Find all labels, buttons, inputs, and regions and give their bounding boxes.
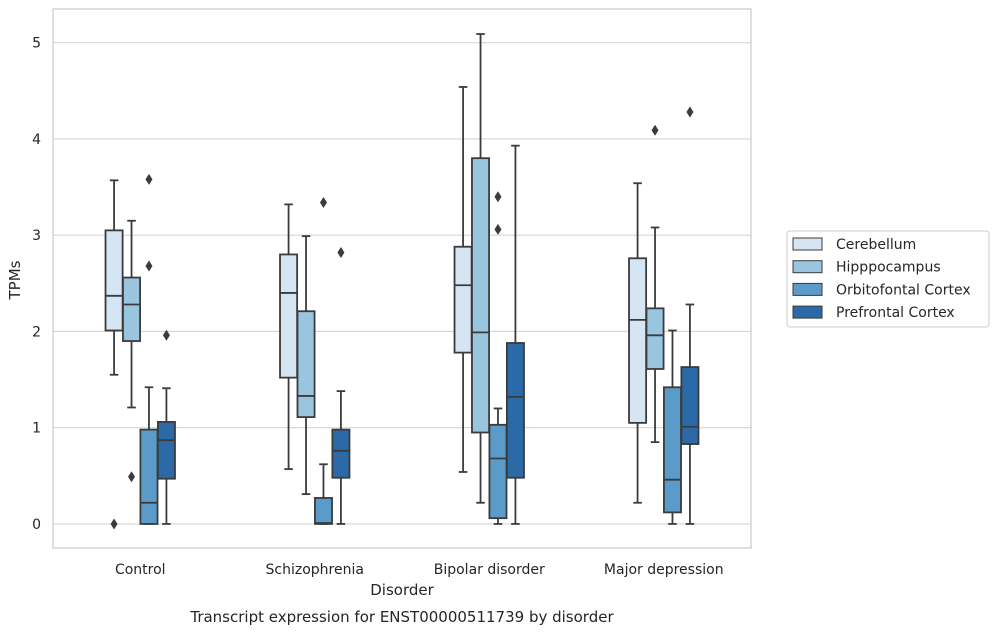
x-tick-labels: Control Schizophrenia Bipolar disorder Majo…	[115, 562, 724, 578]
y-tick-labels: 0 1 2 3 4 5	[32, 36, 41, 533]
box	[488, 191, 508, 525]
chart-caption: Transcript expression for ENST0000051173…	[189, 608, 614, 626]
outlier-point	[494, 223, 502, 235]
series-prefrontal-cortex	[156, 106, 700, 525]
legend-swatch	[792, 282, 823, 296]
iqr-box	[104, 229, 124, 332]
iqr-box	[663, 386, 682, 514]
iqr-box	[156, 421, 176, 480]
iqr-box	[645, 307, 665, 370]
legend-label: Hipppocampus	[836, 260, 941, 276]
legend-frame	[786, 230, 990, 328]
outlier-point	[651, 124, 659, 136]
legend-swatch	[792, 237, 823, 251]
box	[680, 106, 700, 525]
x-tick-label: Bipolar disorder	[434, 562, 545, 578]
outlier-point	[337, 247, 345, 259]
box	[331, 247, 351, 525]
iqr-box	[139, 428, 159, 525]
legend: Cerebellum Hipppocampus Orbitofontal Corte…	[786, 230, 990, 328]
y-tick-label: 5	[32, 36, 41, 52]
x-tick-label: Control	[115, 562, 166, 578]
box	[645, 124, 665, 444]
outlier-point	[145, 173, 153, 185]
box	[314, 196, 333, 525]
legend-swatch	[792, 305, 823, 319]
outlier-point	[162, 329, 170, 341]
y-axis-label: TPMs	[6, 260, 24, 300]
y-tick-label: 2	[32, 324, 41, 340]
legend-swatch	[792, 260, 823, 274]
x-tick-label: Schizophrenia	[266, 562, 364, 578]
box	[628, 182, 648, 504]
y-tick-label: 1	[32, 421, 41, 437]
legend-label: Prefrontal Cortex	[836, 305, 955, 321]
iqr-box	[331, 428, 351, 479]
legend-label: Cerebellum	[836, 237, 916, 253]
legend-label: Orbitofontal Cortex	[836, 282, 971, 298]
box	[453, 86, 473, 473]
series-cerebellum	[104, 86, 648, 530]
plot-frame	[52, 8, 752, 549]
outlier-point	[110, 518, 118, 530]
series-orbitofontal-cortex	[139, 173, 682, 525]
x-axis-label: Disorder	[370, 581, 434, 599]
box	[139, 173, 159, 525]
iqr-box	[680, 366, 700, 445]
box	[122, 219, 141, 483]
iqr-box	[471, 157, 490, 434]
iqr-box	[628, 257, 648, 424]
box	[505, 144, 525, 525]
outlier-point	[494, 191, 502, 203]
iqr-box	[488, 423, 508, 520]
y-tick-label: 0	[32, 517, 41, 533]
outlier-point	[145, 260, 153, 272]
iqr-box	[314, 497, 333, 525]
box	[279, 203, 299, 470]
box	[296, 235, 316, 496]
series-hipppocampus	[122, 33, 665, 504]
iqr-box	[453, 245, 473, 354]
box	[156, 329, 176, 525]
iqr-box	[296, 310, 316, 419]
box	[471, 33, 490, 504]
outlier-point	[319, 196, 327, 208]
iqr-box	[279, 253, 299, 379]
outlier-point	[686, 106, 694, 118]
outlier-point	[128, 471, 136, 483]
box-series	[104, 33, 700, 530]
x-tick-label: Major depression	[604, 562, 724, 578]
y-tick-label: 4	[32, 132, 41, 148]
box	[663, 329, 682, 525]
box	[104, 179, 124, 530]
iqr-box	[505, 342, 525, 479]
y-tick-label: 3	[32, 228, 41, 244]
iqr-box	[122, 276, 141, 342]
